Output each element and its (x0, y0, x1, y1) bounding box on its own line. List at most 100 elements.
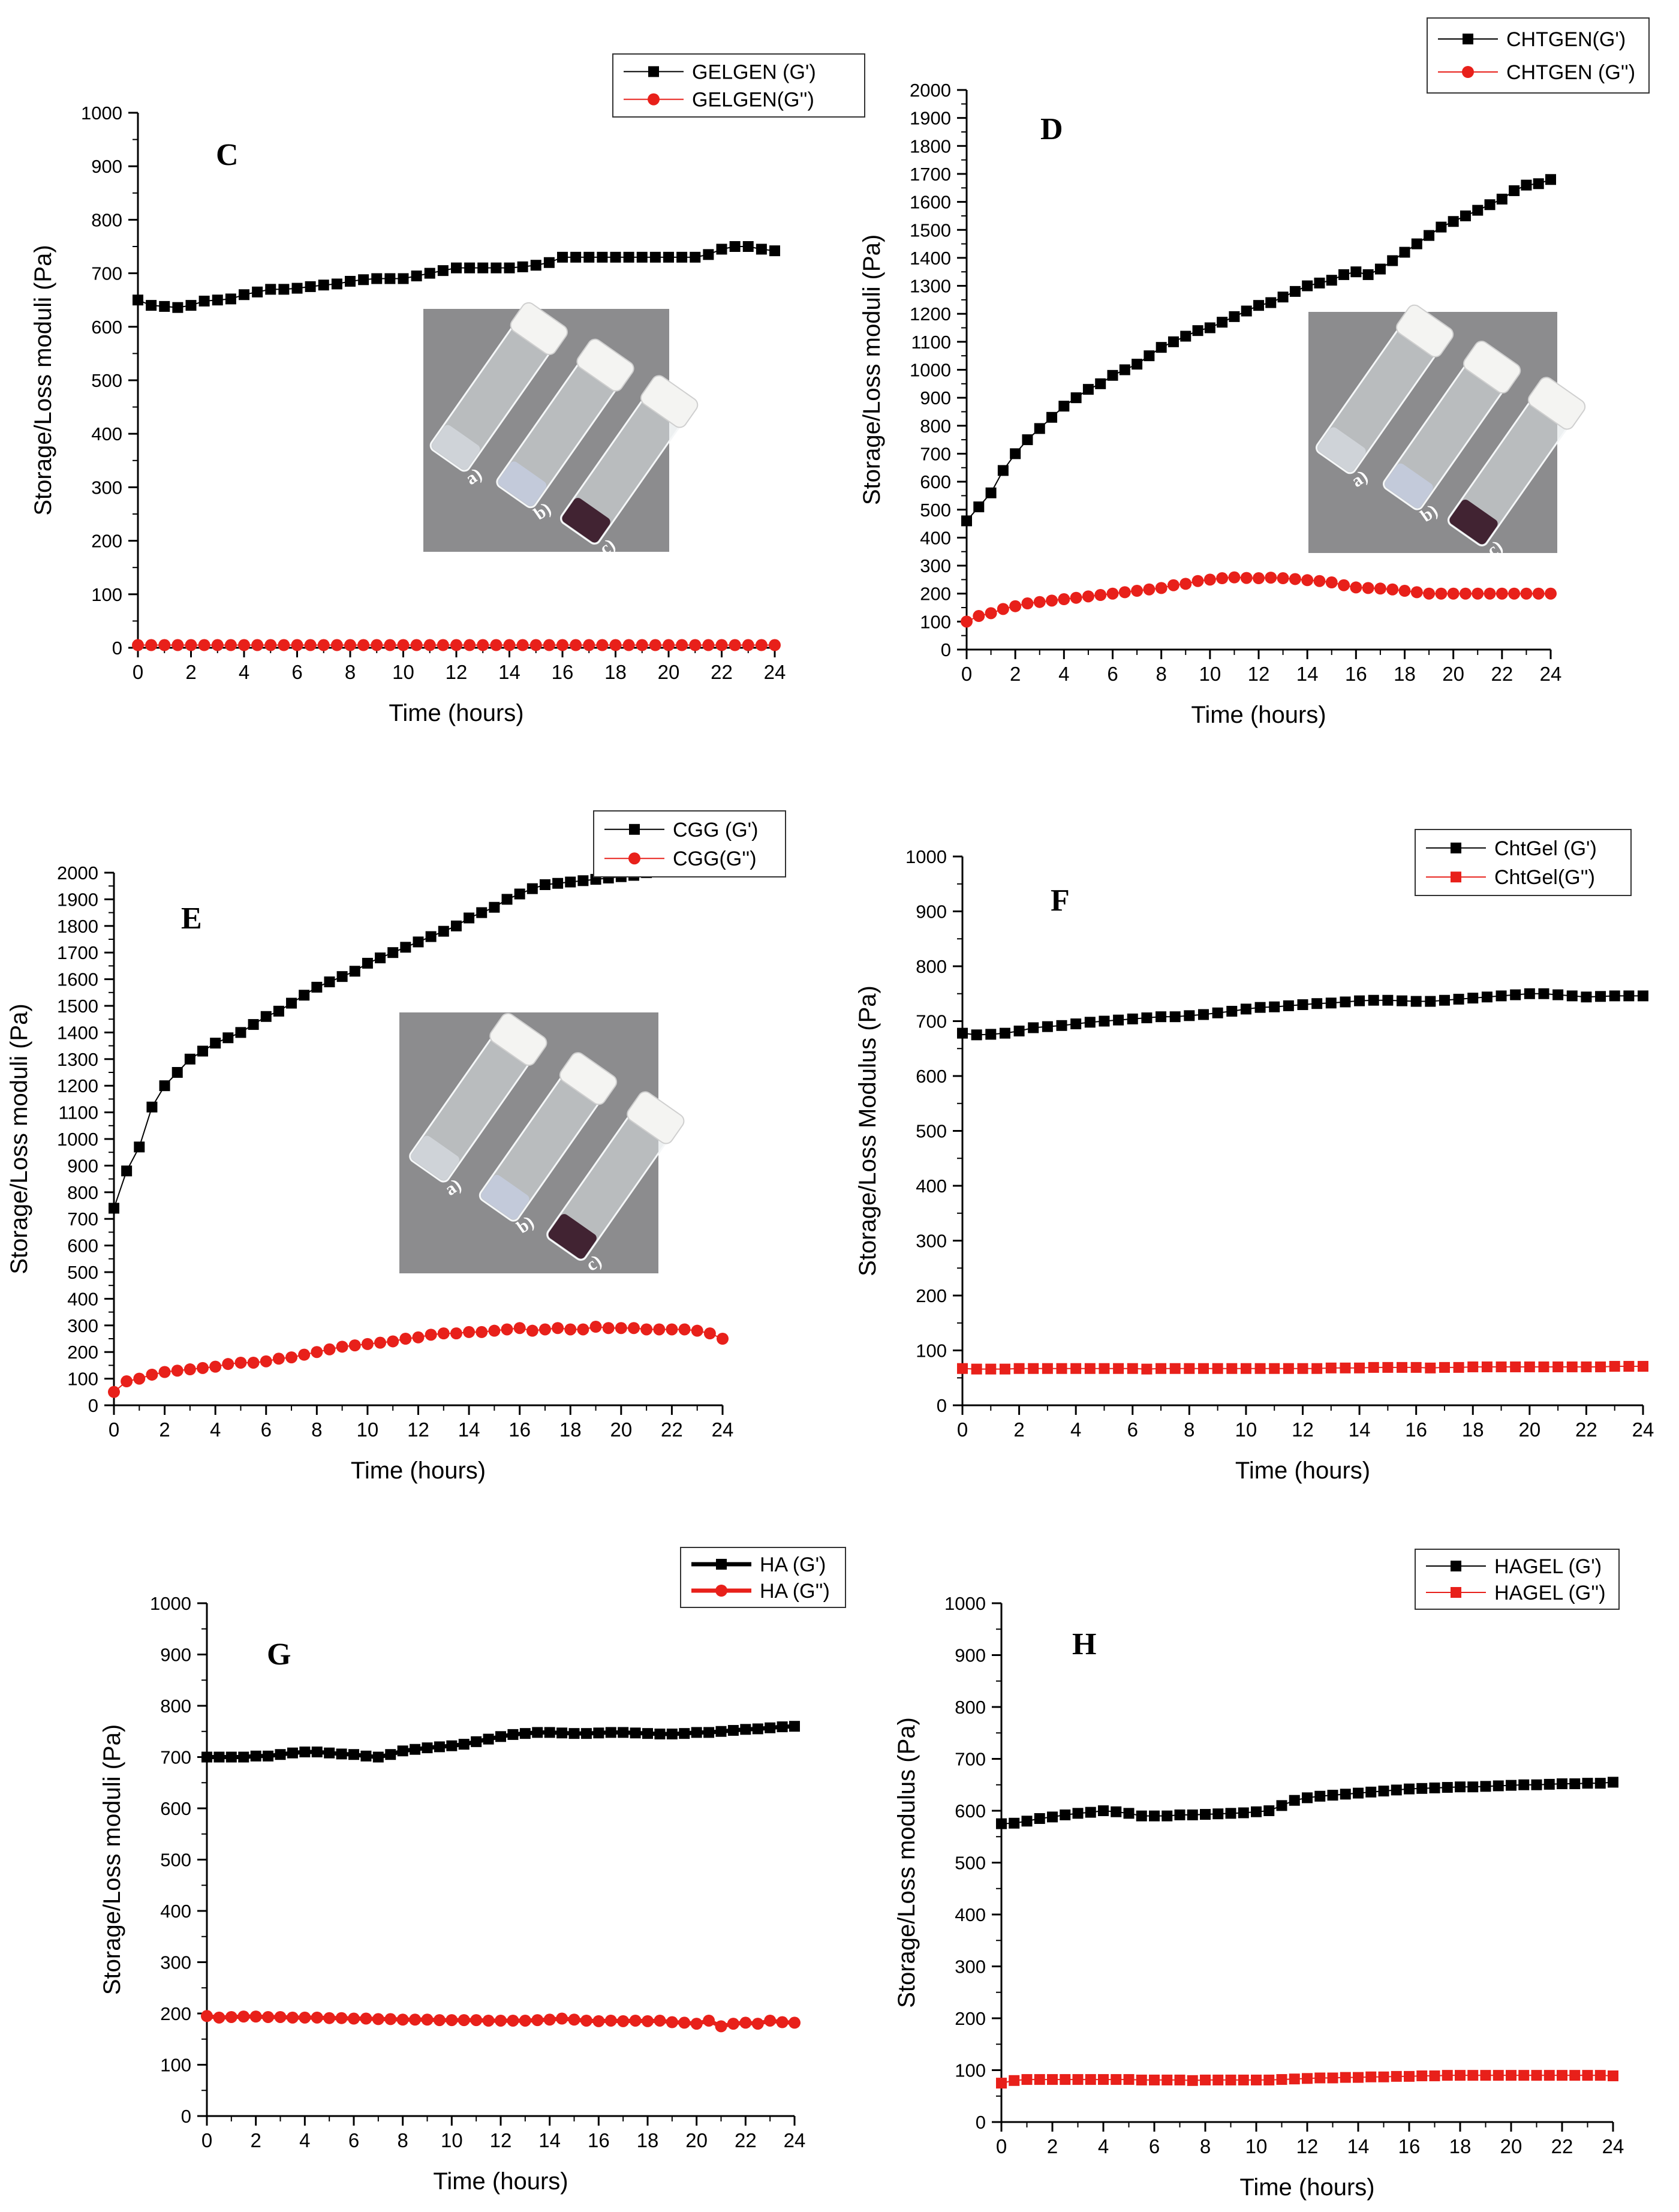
data-point (450, 920, 462, 931)
data-point (1552, 1361, 1564, 1372)
data-point (1506, 2070, 1516, 2081)
x-tick-label: 2 (250, 2129, 261, 2151)
data-point (716, 244, 727, 255)
data-point (1212, 1007, 1223, 1018)
data-point (583, 639, 595, 651)
vial (429, 302, 568, 472)
data-point (1524, 988, 1535, 999)
data-point (311, 1346, 323, 1359)
y-tick-label: 0 (937, 1395, 947, 1416)
data-point (516, 639, 529, 651)
y-tick-label: 300 (67, 1315, 98, 1336)
data-point (605, 1727, 616, 1738)
data-point (1156, 342, 1167, 353)
data-point (501, 1323, 513, 1336)
y-tick-label: 0 (941, 639, 951, 660)
data-point (109, 1203, 119, 1214)
data-point (437, 1327, 450, 1340)
data-point (446, 1740, 458, 1751)
data-point (299, 1746, 311, 1757)
data-point (1228, 571, 1241, 584)
x-tick-label: 6 (348, 2129, 359, 2151)
data-point (371, 273, 383, 284)
legend-label: HAGEL (G') (1494, 1555, 1602, 1578)
data-point (1047, 2074, 1058, 2085)
data-point (1439, 994, 1450, 1006)
data-point (1569, 2070, 1581, 2081)
data-point (1058, 593, 1070, 606)
y-tick-label: 1600 (57, 969, 98, 990)
data-point (324, 976, 335, 988)
data-point (1098, 2074, 1109, 2085)
legend-label: GELGEN(G'') (692, 89, 814, 112)
data-point (636, 251, 648, 263)
data-point (1425, 996, 1436, 1007)
data-point (557, 251, 568, 263)
data-point (1085, 1807, 1096, 1818)
y-tick-label: 200 (67, 1342, 98, 1363)
data-point (717, 1333, 729, 1345)
x-tick-label: 8 (1184, 1418, 1194, 1441)
legend-label: GELGEN (G') (692, 61, 816, 83)
data-point (1127, 1363, 1138, 1374)
data-point (973, 610, 985, 623)
data-point (622, 639, 635, 651)
data-point (1056, 1020, 1067, 1031)
data-point (1423, 587, 1436, 600)
data-point (1060, 1809, 1071, 1820)
data-point (729, 639, 741, 651)
data-point (1509, 185, 1520, 196)
data-point (1472, 587, 1484, 600)
data-point (299, 990, 310, 1001)
legend-marker (648, 93, 660, 106)
data-point (1391, 1784, 1402, 1796)
data-point (1311, 1363, 1323, 1374)
data-point (1493, 2070, 1504, 2081)
data-point (1538, 1361, 1549, 1372)
data-point (1459, 587, 1472, 600)
data-point (1149, 2074, 1160, 2085)
data-point (371, 639, 383, 651)
data-point (1397, 1362, 1408, 1373)
legend-label: CHTGEN(G') (1506, 28, 1626, 51)
series-storage (961, 174, 1556, 527)
data-point (247, 1356, 260, 1369)
data-point (1460, 210, 1471, 221)
data-point (1365, 1786, 1377, 1798)
data-point (387, 1335, 399, 1348)
data-point (570, 251, 582, 263)
data-point (1354, 995, 1365, 1006)
data-point (1314, 277, 1325, 288)
data-point (565, 876, 576, 888)
data-point (1084, 1017, 1096, 1028)
data-point (666, 1729, 678, 1740)
legend-box (593, 810, 786, 877)
data-point (1338, 579, 1350, 591)
data-point (1552, 989, 1564, 1000)
y-tick-label: 600 (67, 1236, 98, 1257)
data-point (374, 1336, 387, 1349)
data-point (425, 931, 437, 942)
data-point (1167, 579, 1179, 591)
x-tick-label: 2 (1013, 1418, 1024, 1441)
data-point (399, 1333, 412, 1345)
y-tick-label: 400 (916, 1176, 947, 1197)
vial-cap (640, 375, 699, 428)
data-point (1447, 587, 1460, 600)
chart-panel-d: 0 2 4 6 8 10 12 14 16 18 20 22 240100200300400500600… (859, 17, 1650, 728)
data-point (273, 1005, 284, 1017)
data-point (507, 1729, 519, 1740)
x-tick-label: 2 (1047, 2135, 1058, 2157)
inset-photo: a)b)c) (399, 1012, 685, 1275)
data-point (1058, 401, 1070, 412)
data-point (1326, 275, 1337, 286)
data-point (331, 278, 342, 290)
legend-label: ChtGel (G') (1494, 837, 1597, 860)
x-tick-label: 20 (1518, 1418, 1540, 1441)
data-point (996, 1818, 1007, 1829)
x-tick-label: 18 (604, 661, 627, 683)
y-tick-label: 900 (920, 387, 951, 408)
y-tick-label: 800 (955, 1697, 986, 1718)
data-point (1192, 325, 1203, 336)
data-point (134, 1141, 145, 1153)
